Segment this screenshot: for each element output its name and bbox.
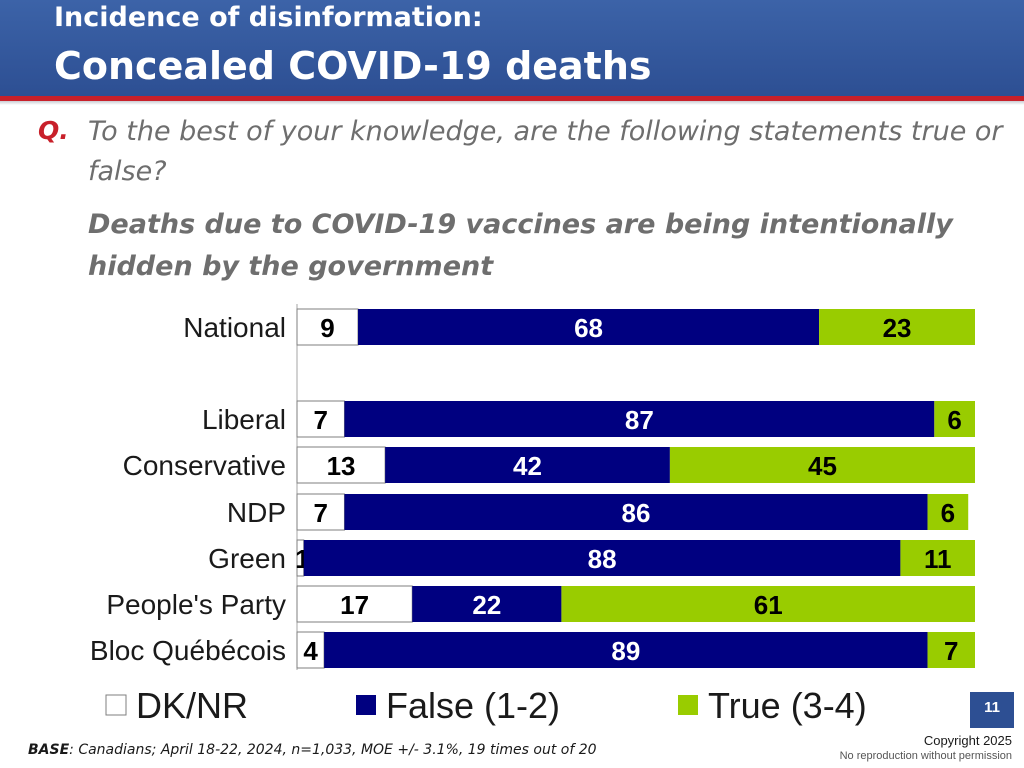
copyright-note: No reproduction without permission (839, 750, 1012, 762)
value-label-false-1-2-people-s-party: 22 (472, 590, 501, 620)
value-label-false-1-2-conservative: 42 (513, 451, 542, 481)
legend-swatch-dk-nr (105, 694, 127, 716)
bar-false-1-2-green (303, 540, 901, 576)
bar-dk-nr-bloc-qu-b-cois (296, 631, 325, 669)
bar-false-1-2-ndp (344, 494, 928, 530)
legend-swatch-false-1-2 (356, 695, 376, 715)
bar-false-1-2-people-s-party (412, 586, 562, 622)
header-band: Incidence of disinformation: Concealed C… (0, 0, 1024, 96)
header-rule (0, 96, 1024, 101)
page-title: Concealed COVID-19 deaths (54, 44, 652, 88)
category-label-conservative: Conservative (123, 450, 286, 481)
bar-dk-nr-people-s-party (296, 585, 413, 623)
base-label: BASE (28, 742, 70, 758)
value-label-true-3-4-conservative: 45 (808, 451, 837, 481)
category-label-liberal: Liberal (202, 404, 286, 435)
value-label-true-3-4-bloc-qu-b-cois: 7 (944, 636, 958, 666)
legend-label-false-1-2: False (1-2) (386, 685, 560, 726)
bar-dk-nr-liberal (296, 400, 345, 438)
page-number-badge: 11 (970, 692, 1014, 728)
value-label-dk-nr-people-s-party: 17 (340, 590, 369, 620)
category-label-bloc-qu-b-cois: Bloc Québécois (90, 635, 286, 666)
value-label-true-3-4-ndp: 6 (941, 498, 955, 528)
base-note: BASE: Canadians; April 18-22, 2024, n=1,… (28, 742, 597, 758)
category-label-people-s-party: People's Party (106, 589, 286, 620)
value-label-dk-nr-national: 9 (320, 313, 334, 343)
bar-false-1-2-conservative (385, 447, 670, 483)
base-text: : Canadians; April 18-22, 2024, n=1,033,… (69, 742, 597, 758)
value-label-false-1-2-national: 68 (574, 313, 603, 343)
bar-true-3-4-people-s-party (561, 586, 975, 622)
question-marker: Q. (38, 116, 69, 145)
category-label-ndp: NDP (227, 497, 286, 528)
legend-label-true-3-4: True (3-4) (708, 685, 867, 726)
statement-text: Deaths due to COVID-19 vaccines are bein… (88, 209, 953, 282)
bar-true-3-4-green (900, 540, 975, 576)
value-label-false-1-2-liberal: 87 (625, 405, 654, 435)
legend-swatch-true-3-4 (678, 695, 698, 715)
bar-dk-nr-national (296, 308, 359, 346)
header-shadow (0, 101, 1024, 105)
bar-false-1-2-national (358, 309, 820, 345)
value-label-false-1-2-green: 88 (588, 544, 617, 574)
category-label-national: National (183, 312, 286, 343)
copyright-text: Copyright 2025 (923, 733, 1012, 748)
bar-dk-nr-conservative (296, 446, 386, 484)
bar-true-3-4-conservative (669, 447, 975, 483)
value-label-dk-nr-ndp: 7 (313, 498, 327, 528)
value-label-true-3-4-green: 11 (924, 544, 952, 574)
value-label-dk-nr-bloc-qu-b-cois: 4 (303, 636, 318, 666)
value-label-false-1-2-ndp: 86 (622, 498, 651, 528)
bar-true-3-4-liberal (934, 401, 975, 437)
category-label-green: Green (208, 543, 286, 574)
value-label-true-3-4-national: 23 (883, 313, 912, 343)
value-label-true-3-4-liberal: 6 (947, 405, 961, 435)
title-line-1: Incidence of disinformation: (54, 2, 483, 33)
bar-false-1-2-liberal (344, 401, 935, 437)
value-label-true-3-4-people-s-party: 61 (754, 590, 783, 620)
question-text: To the best of your knowledge, are the f… (88, 116, 1003, 187)
bar-true-3-4-national (819, 309, 975, 345)
bar-true-3-4-bloc-qu-b-cois (927, 632, 975, 668)
legend-label-dk-nr: DK/NR (136, 685, 248, 726)
value-label-dk-nr-liberal: 7 (313, 405, 327, 435)
value-label-dk-nr-conservative: 13 (327, 451, 356, 481)
value-label-false-1-2-bloc-qu-b-cois: 89 (611, 636, 640, 666)
bar-false-1-2-bloc-qu-b-cois (324, 632, 928, 668)
bar-true-3-4-ndp (927, 494, 969, 530)
